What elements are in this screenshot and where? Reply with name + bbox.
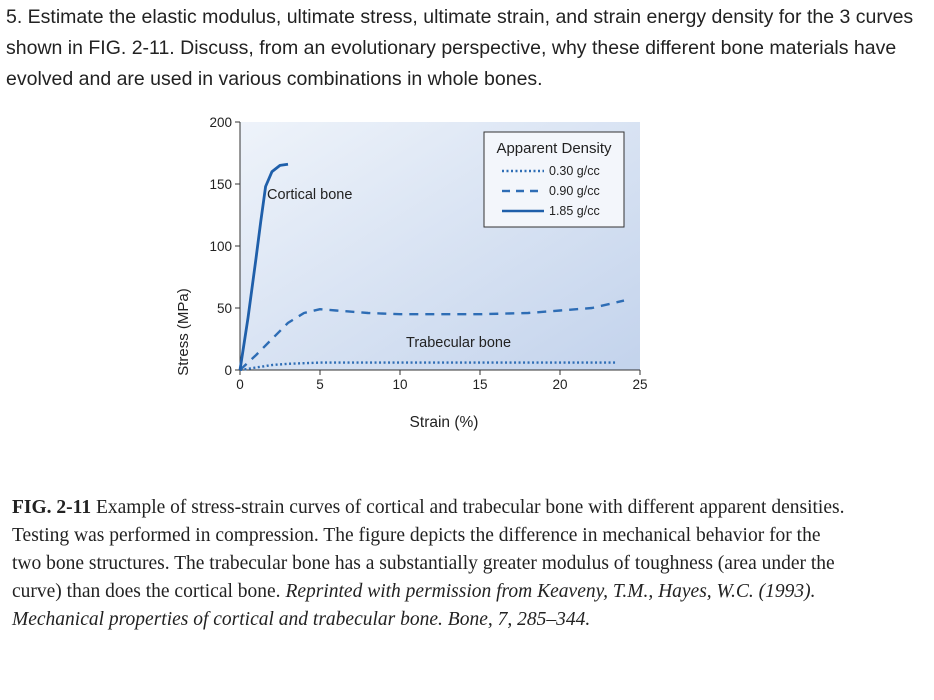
y-tick-label: 200 (209, 115, 232, 130)
caption-body: Example of stress-strain curves of corti… (12, 497, 845, 602)
x-tick-label: 25 (632, 377, 647, 392)
y-axis-ticks: 0 50 100 150 200 (209, 115, 240, 378)
caption-credit: Reprinted with permission from Keaveny, … (12, 581, 816, 630)
legend-label-185: 1.85 g/cc (549, 204, 600, 218)
x-tick-label: 15 (472, 377, 487, 392)
figure-caption: FIG. 2-11 Example of stress-strain curve… (12, 494, 852, 634)
x-tick-label: 5 (316, 377, 324, 392)
chart-svg: 0 50 100 150 200 0 5 10 15 20 25 Stress (MPa) Str… (175, 115, 648, 431)
series-line-dotted (239, 361, 616, 372)
annotation-trabecular: Trabecular bone (406, 335, 511, 351)
question-text: 5. Estimate the elastic modulus, ultimat… (6, 6, 914, 90)
y-axis-label: Stress (MPa) (175, 288, 192, 376)
legend-label-030: 0.30 g/cc (549, 164, 600, 178)
legend-title: Apparent Density (496, 140, 612, 157)
annotation-cortical: Cortical bone (267, 187, 352, 203)
x-tick-label: 10 (392, 377, 407, 392)
y-tick-label: 100 (209, 239, 232, 254)
series-lines (238, 162, 625, 372)
y-tick-label: 50 (217, 301, 232, 316)
series-line-dashed (239, 299, 625, 371)
legend-label-090: 0.90 g/cc (549, 184, 600, 198)
x-tick-label: 20 (552, 377, 567, 392)
y-tick-label: 150 (209, 177, 232, 192)
x-tick-label: 0 (236, 377, 244, 392)
x-axis-label: Strain (%) (410, 414, 479, 431)
stress-strain-chart: 0 50 100 150 200 0 5 10 15 20 25 Stress (MPa) Str… (160, 100, 660, 440)
x-axis-ticks: 0 5 10 15 20 25 (236, 370, 648, 392)
legend: Apparent Density 0.30 g/cc 0.90 g/cc 1.8… (483, 131, 625, 228)
series-line-solid (238, 162, 289, 371)
y-tick-label: 0 (224, 363, 232, 378)
caption-label: FIG. 2-11 (12, 497, 92, 518)
